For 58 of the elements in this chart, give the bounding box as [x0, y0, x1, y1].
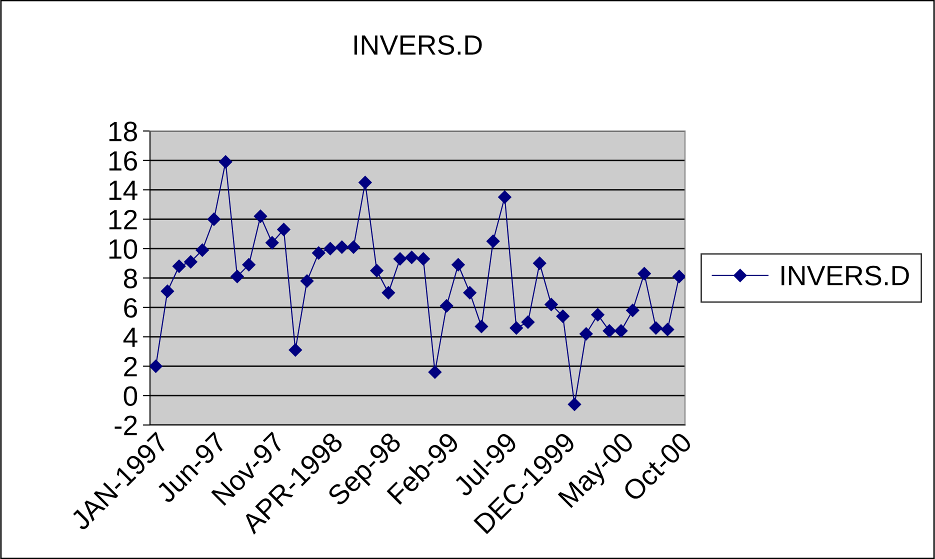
- y-tick-label: 0: [124, 386, 138, 406]
- point: [312, 246, 326, 260]
- point: [486, 234, 500, 248]
- chart-title: INVERS.D: [354, 35, 482, 55]
- point: [556, 310, 570, 323]
- point: [510, 321, 523, 335]
- point: [335, 240, 348, 254]
- point: [498, 190, 512, 204]
- point: [196, 243, 209, 257]
- point: [533, 256, 546, 270]
- point: [626, 304, 640, 317]
- point: [544, 298, 558, 312]
- y-tick-label: 8: [124, 268, 137, 288]
- point: [172, 260, 186, 273]
- point: [452, 258, 465, 272]
- y-tick-label: 16: [109, 151, 137, 171]
- point: [440, 299, 454, 313]
- point: [207, 212, 221, 226]
- y-tick-label: 18: [109, 122, 137, 142]
- point: [288, 343, 302, 357]
- point: [219, 155, 232, 168]
- point: [638, 267, 651, 280]
- point: [150, 360, 162, 373]
- y-tick-label: 6: [124, 298, 137, 318]
- point: [266, 236, 279, 250]
- point: [474, 320, 488, 334]
- point: [382, 286, 396, 300]
- point: [649, 321, 663, 335]
- legend-label: INVERS.D: [782, 266, 909, 286]
- y-tick-label: 12: [109, 210, 137, 230]
- point: [393, 252, 407, 266]
- point: [184, 255, 198, 268]
- y-tick-label: 4: [123, 328, 138, 347]
- point: [614, 324, 628, 338]
- point: [254, 210, 268, 223]
- y-tick-label: 10: [109, 239, 138, 259]
- point: [324, 242, 337, 256]
- y-tick-label: 2: [124, 356, 137, 376]
- point: [405, 250, 418, 264]
- point: [428, 365, 442, 379]
- point: [300, 274, 314, 288]
- point: [602, 324, 616, 338]
- point: [230, 270, 244, 284]
- point: [277, 222, 290, 236]
- point: [463, 286, 476, 300]
- point: [416, 252, 430, 266]
- point: [370, 264, 384, 278]
- point: [660, 322, 674, 336]
- point: [242, 258, 256, 272]
- point: [521, 316, 535, 329]
- point: [672, 270, 685, 284]
- point: [358, 176, 372, 190]
- point: [580, 327, 593, 340]
- point: [568, 398, 582, 412]
- point: [591, 308, 604, 322]
- point: [346, 240, 360, 254]
- point: [160, 284, 174, 298]
- y-tick-label: 14: [109, 180, 138, 200]
